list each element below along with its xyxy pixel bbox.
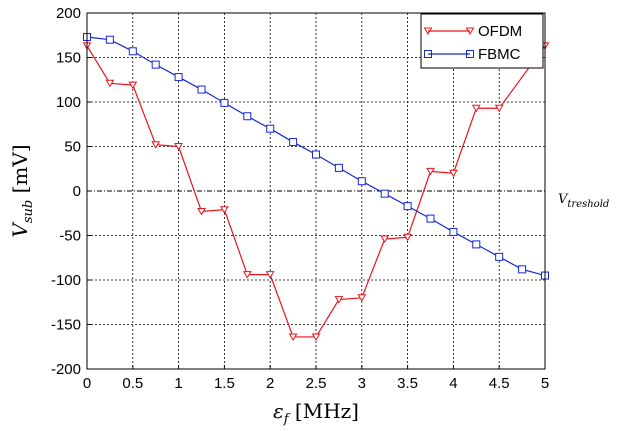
legend-label-fbmc: FBMC <box>478 46 521 63</box>
y-tick-label: -200 <box>51 361 81 378</box>
x-axis-label: εf [MHz] <box>273 399 359 427</box>
data-point-fbmc <box>312 150 320 159</box>
legend-label-ofdm: OFDM <box>478 23 522 40</box>
data-point-ofdm <box>471 104 481 113</box>
legend-marker-fbmc <box>466 50 474 58</box>
x-tick-label: 0.5 <box>122 375 143 392</box>
data-point-ofdm <box>174 143 183 151</box>
data-point-fbmc <box>197 85 206 94</box>
data-point-fbmc <box>380 189 389 198</box>
series-line-ofdm <box>86 45 546 338</box>
data-point-ofdm <box>288 333 298 341</box>
data-point-fbmc <box>495 252 504 261</box>
data-point-fbmc <box>472 240 481 249</box>
data-point-ofdm <box>311 333 321 341</box>
data-point-fbmc <box>518 265 527 274</box>
legend: OFDM FBMC <box>420 13 544 69</box>
y-tick-labels: -200 -150 -100 -50 0 50 100 150 200 <box>51 5 91 378</box>
data-point-ofdm <box>403 233 412 242</box>
data-point-ofdm <box>151 141 161 149</box>
y-tick-label: -150 <box>51 317 81 334</box>
data-point-ofdm <box>334 296 344 304</box>
data-point-fbmc <box>243 112 252 121</box>
data-point-ofdm <box>494 104 504 113</box>
x-tick-label: 0 <box>83 375 91 392</box>
data-point-fbmc <box>334 163 343 172</box>
series-layer <box>82 33 550 341</box>
data-point-fbmc <box>220 98 229 107</box>
data-point-fbmc <box>266 124 275 133</box>
data-point-fbmc <box>128 47 137 56</box>
data-point-ofdm <box>357 294 367 302</box>
x-tick-label: 4.5 <box>489 375 510 392</box>
legend-marker-fbmc <box>424 50 432 58</box>
x-tick-label: 4 <box>449 375 457 392</box>
data-point-ofdm <box>265 271 275 279</box>
data-point-ofdm <box>426 167 435 176</box>
legend-entry-fbmc: FBMC <box>424 46 521 63</box>
x-tick-label: 3.5 <box>397 375 418 392</box>
y-tick-label: 0 <box>73 183 81 200</box>
data-point-ofdm <box>380 235 390 244</box>
data-point-fbmc <box>426 214 435 223</box>
x-tick-labels: 0 0.5 1 1.5 2 2.5 3 3.5 4 4.5 5 <box>83 365 549 392</box>
data-point-ofdm <box>128 81 138 90</box>
x-tick-label: 3 <box>358 375 366 392</box>
data-point-ofdm <box>220 206 229 214</box>
data-point-ofdm <box>105 79 115 88</box>
data-point-fbmc <box>289 138 298 147</box>
legend-marker-ofdm <box>423 27 433 35</box>
data-point-ofdm <box>449 169 458 178</box>
x-tick-label: 1.5 <box>214 375 235 392</box>
y-tick-label: -100 <box>51 272 81 289</box>
x-tick-label: 2 <box>266 375 274 392</box>
y-axis-label: Vsub [mV] <box>8 144 36 237</box>
threshold-annotation: Vtreshold <box>558 192 609 210</box>
data-point-fbmc <box>357 177 366 186</box>
x-tick-label: 1 <box>174 375 182 392</box>
data-point-ofdm <box>242 271 252 279</box>
data-point-fbmc <box>151 60 160 69</box>
data-point-fbmc <box>449 227 458 236</box>
y-tick-label: 100 <box>56 94 81 111</box>
data-point-fbmc <box>105 35 114 44</box>
y-tick-label: 200 <box>56 5 81 22</box>
data-point-fbmc <box>174 73 183 82</box>
x-tick-label: 2.5 <box>306 375 327 392</box>
y-tick-label: 150 <box>56 50 81 67</box>
data-point-fbmc <box>403 202 412 211</box>
y-tick-label: 50 <box>64 139 81 156</box>
legend-marker-ofdm <box>465 27 475 35</box>
legend-entry-ofdm: OFDM <box>423 23 522 40</box>
legend-box <box>420 13 544 69</box>
x-tick-label: 5 <box>541 375 549 392</box>
data-point-ofdm <box>197 207 206 216</box>
y-tick-label: -50 <box>59 228 81 245</box>
